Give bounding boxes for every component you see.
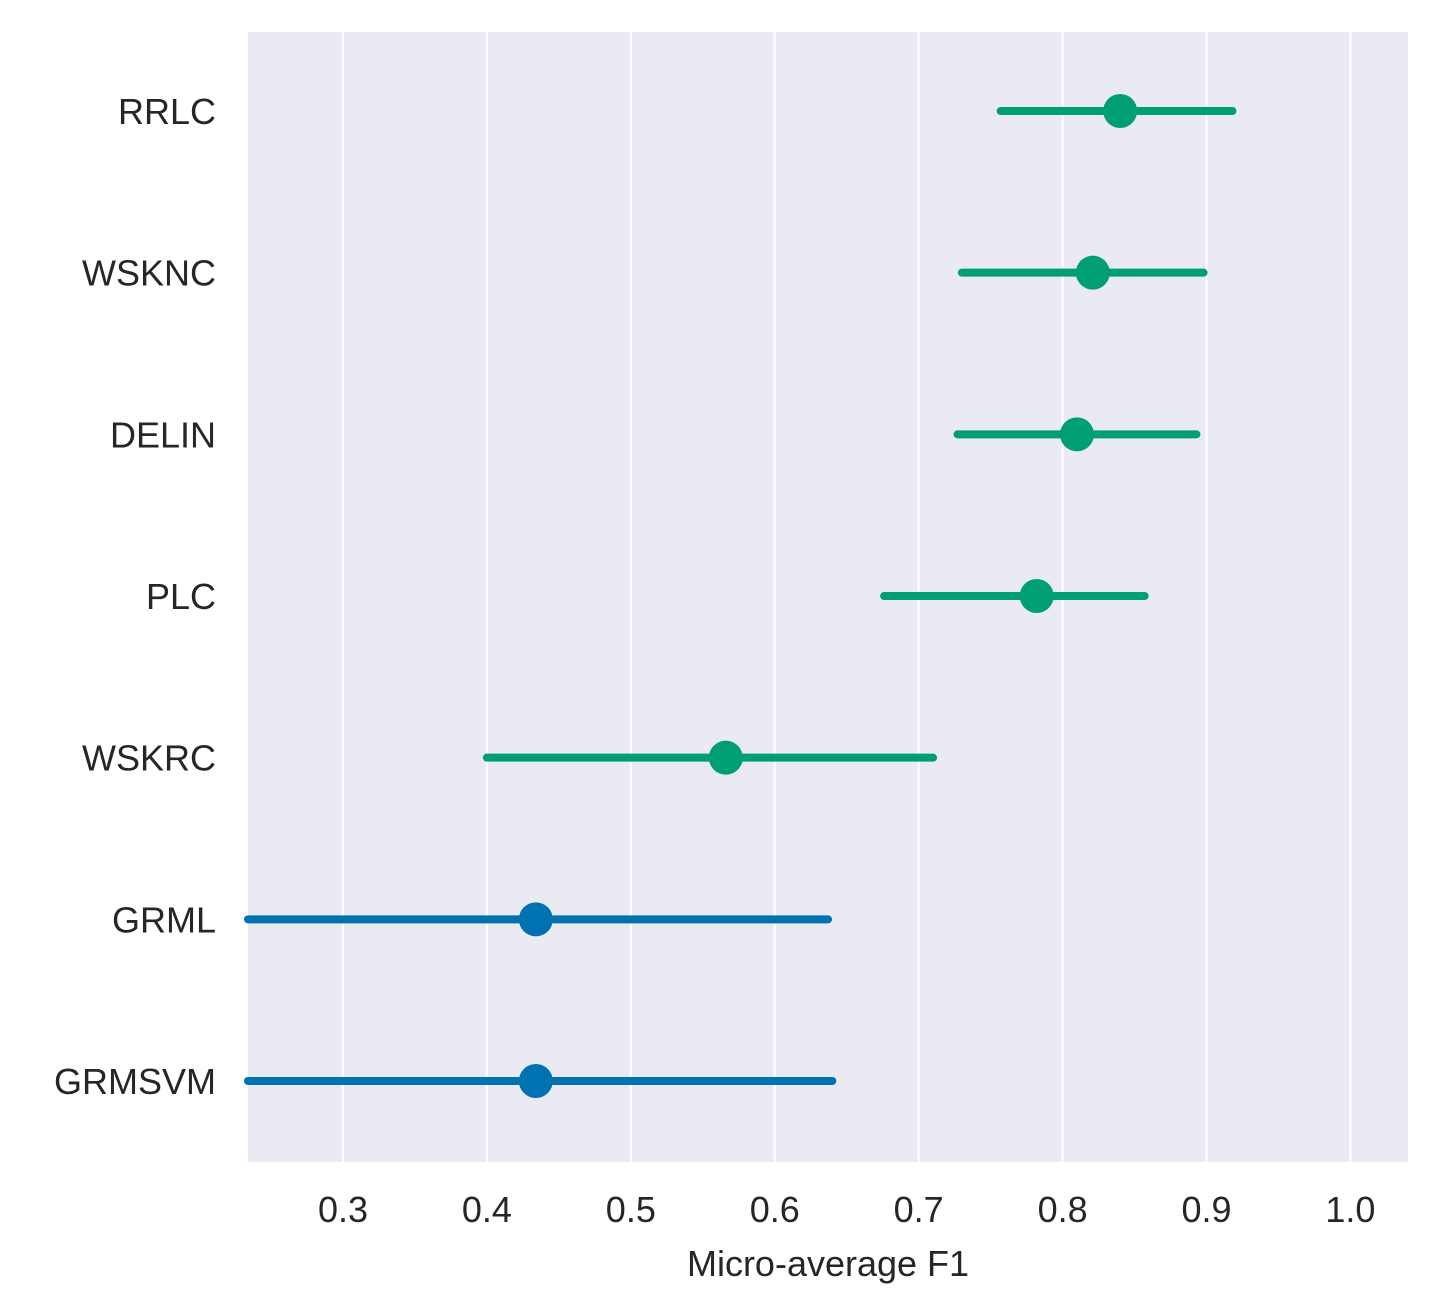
x-tick-label: 0.3 (318, 1189, 368, 1230)
x-tick-label: 0.9 (1181, 1189, 1231, 1230)
data-marks (244, 94, 1237, 1098)
point-grmsvm (518, 1064, 553, 1098)
y-tick-labels: RRLC WSKNC DELIN PLC WSKRC GRML GRMSVM (54, 91, 216, 1102)
y-tick-label: WSKRC (82, 738, 216, 779)
x-tick-label: 0.4 (462, 1189, 512, 1230)
x-tick-labels: 0.3 0.4 0.5 0.6 0.7 0.8 0.9 1.0 (318, 1189, 1375, 1230)
point-wsknc (1075, 255, 1110, 290)
x-tick-label: 0.8 (1038, 1189, 1088, 1230)
y-tick-label: GRML (112, 899, 216, 940)
x-tick-label: 0.6 (750, 1189, 800, 1230)
point-delin (1059, 417, 1094, 452)
plot-area (248, 32, 1408, 1162)
point-rrlc (1103, 94, 1138, 128)
point-wskrc (708, 740, 743, 775)
y-tick-label: PLC (146, 576, 216, 617)
x-axis-label: Micro-average F1 (687, 1243, 969, 1284)
x-tick-label: 1.0 (1325, 1189, 1375, 1230)
point-plc (1019, 579, 1054, 613)
y-tick-label: RRLC (118, 91, 216, 132)
x-tick-label: 0.5 (606, 1189, 656, 1230)
y-tick-label: WSKNC (82, 253, 216, 294)
x-tick-label: 0.7 (894, 1189, 944, 1230)
y-tick-label: GRMSVM (54, 1061, 216, 1102)
point-grml (518, 902, 553, 937)
y-tick-label: DELIN (110, 414, 216, 455)
